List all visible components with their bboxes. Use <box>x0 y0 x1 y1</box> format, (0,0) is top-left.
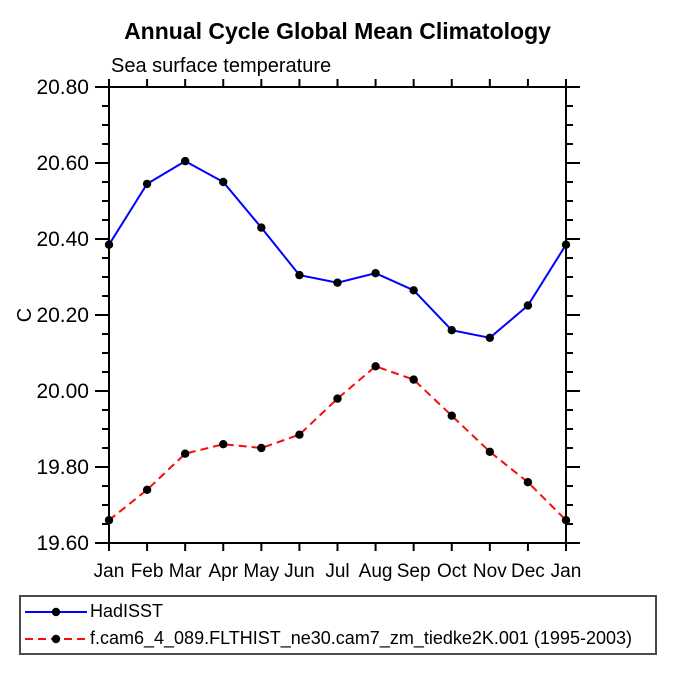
series-line-0 <box>108 159 567 339</box>
legend-model-marker-icon <box>51 634 61 643</box>
data-point-marker-0 <box>371 269 380 278</box>
data-point-marker-0 <box>104 240 114 249</box>
y-tick-label: 20.60 <box>36 152 89 175</box>
data-point-marker-0 <box>561 240 571 249</box>
data-point-marker-0 <box>257 223 266 232</box>
data-point-marker-1 <box>104 516 114 525</box>
data-point-marker-1 <box>333 394 342 403</box>
legend-label-obs: HadISST <box>90 601 164 621</box>
data-point-marker-1 <box>371 362 380 371</box>
y-tick-label: 19.60 <box>36 532 89 555</box>
plot-subtitle: Sea surface temperature <box>111 55 332 77</box>
axis-frame <box>108 86 567 544</box>
data-point-marker-0 <box>180 156 190 166</box>
data-point-marker-0 <box>409 286 418 295</box>
data-point-marker-1 <box>485 447 495 456</box>
legend-label-model: f.cam6_4_089.FLTHIST_ne30.cam7_zm_tiedke… <box>90 628 632 648</box>
x-tick-label: Oct <box>437 561 467 582</box>
data-point-marker-1 <box>561 516 571 525</box>
data-point-marker-0 <box>447 326 456 335</box>
data-point-marker-0 <box>523 301 533 310</box>
data-point-marker-1 <box>180 449 190 458</box>
y-tick-label: 20.40 <box>36 228 89 251</box>
y-tick-label: 19.80 <box>36 456 89 479</box>
x-tick-label: Mar <box>169 561 202 582</box>
data-point-marker-0 <box>485 333 495 342</box>
x-tick-label: May <box>243 561 279 582</box>
legend-line-sample-model-icon <box>25 634 87 643</box>
x-tick-label: Jul <box>325 561 349 582</box>
x-tick-label: Feb <box>131 561 164 582</box>
series-line-1 <box>108 365 567 521</box>
x-tick-label: Apr <box>208 561 238 582</box>
data-point-marker-1 <box>142 485 152 494</box>
legend-box: HadISST f.cam6_4_089.FLTHIST_ne30.cam7_z… <box>19 595 657 655</box>
main-title: Annual Cycle Global Mean Climatology <box>124 18 551 44</box>
legend-entry-model: f.cam6_4_089.FLTHIST_ne30.cam7_zm_tiedke… <box>21 627 655 651</box>
y-tick-label: 20.20 <box>36 304 89 327</box>
data-point-marker-1 <box>295 430 304 439</box>
data-point-marker-1 <box>219 440 228 449</box>
y-tick-label: 20.80 <box>36 76 89 99</box>
data-point-marker-1 <box>257 443 266 453</box>
x-tick-label: Jun <box>284 561 315 582</box>
data-point-marker-0 <box>333 278 342 287</box>
data-point-marker-0 <box>295 270 304 280</box>
legend-obs-marker-icon <box>51 607 61 616</box>
x-tick-label: Jan <box>551 561 582 582</box>
data-point-marker-1 <box>409 375 418 384</box>
legend-line-sample-obs-icon <box>25 607 87 616</box>
data-point-marker-1 <box>447 411 456 420</box>
data-point-marker-1 <box>523 478 533 487</box>
x-tick-label: Jan <box>94 561 125 582</box>
x-tick-label: Sep <box>397 561 431 582</box>
data-point-marker-0 <box>142 179 152 189</box>
x-tick-label: Dec <box>511 561 545 582</box>
x-tick-label: Nov <box>473 561 507 582</box>
data-point-marker-0 <box>219 177 228 187</box>
y-tick-label: 20.00 <box>36 380 89 403</box>
x-tick-label: Aug <box>359 561 393 582</box>
legend-entry-obs: HadISST <box>21 600 655 624</box>
